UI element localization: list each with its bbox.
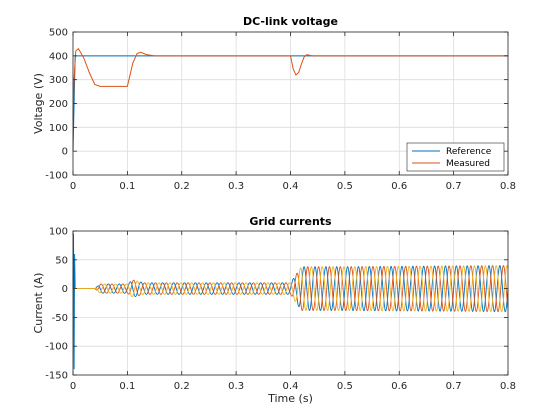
- current-series-phase-b: [73, 265, 509, 313]
- current-xtick-label: 0.4: [283, 381, 299, 392]
- voltage-xtick-label: 0.8: [500, 181, 516, 192]
- legend-box: [406, 142, 505, 172]
- current-xtick-label: 0.5: [337, 381, 353, 392]
- current-xtick-label: 0.1: [119, 381, 135, 392]
- voltage-chart-title: DC-link voltage: [243, 15, 338, 28]
- current-ticks: 0 0.1 0.2 0.3 0.4 0.5 0.6 0.7 0.8 -150 -100 -50 0 50 1…: [45, 227, 516, 393]
- voltage-xtick-label: 0.6: [391, 181, 407, 192]
- voltage-ytick-label: 500: [49, 28, 68, 39]
- voltage-xtick-label: 0: [70, 181, 76, 192]
- current-xtick-label: 0: [70, 381, 76, 392]
- legend-label-reference: Reference: [446, 147, 492, 157]
- current-axes: 0 0.1 0.2 0.3 0.4 0.5 0.6 0.7 0.8 -150 -100 -50 0 50 1…: [32, 215, 516, 405]
- current-xtick-label: 0.8: [500, 381, 516, 392]
- voltage-xtick-label: 0.4: [283, 181, 299, 192]
- voltage-xtick-label: 0.3: [228, 181, 244, 192]
- current-x-axis-label: Time (s): [267, 392, 313, 405]
- current-xtick-label: 0.3: [228, 381, 244, 392]
- voltage-xtick-label: 0.2: [174, 181, 190, 192]
- voltage-legend: Reference Measured: [406, 142, 505, 172]
- voltage-xtick-label: 0.7: [446, 181, 462, 192]
- current-chart-title: Grid currents: [249, 215, 332, 228]
- current-y-axis-label: Current (A): [32, 273, 45, 334]
- current-ytick-label: 50: [55, 255, 68, 266]
- voltage-xtick-label: 0.5: [337, 181, 353, 192]
- current-xtick-label: 0.7: [446, 381, 462, 392]
- voltage-xtick-label: 0.1: [119, 181, 135, 192]
- voltage-ytick-label: 300: [49, 75, 68, 86]
- voltage-ytick-label: -100: [45, 171, 68, 182]
- voltage-ticks: 0 0.1 0.2 0.3 0.4 0.5 0.6 0.7 0.8-10001002003004…: [45, 28, 516, 193]
- current-series-phase-a: [72, 233, 509, 370]
- current-ytick-label: -100: [45, 342, 68, 353]
- voltage-axes: 0 0.1 0.2 0.3 0.4 0.5 0.6 0.7 0.8-10001002003004…: [32, 15, 516, 192]
- current-ytick-label: -150: [45, 371, 68, 382]
- current-xtick-label: 0.2: [174, 381, 190, 392]
- voltage-series-measured: [72, 47, 508, 121]
- current-series-phase-c: [73, 265, 509, 313]
- voltage-y-axis-label: Voltage (V): [32, 73, 45, 134]
- current-ytick-label: 100: [49, 227, 68, 238]
- current-xtick-label: 0.6: [391, 381, 407, 392]
- voltage-ytick-label: 0: [62, 147, 68, 158]
- current-series-group: [72, 233, 509, 370]
- voltage-ytick-label: 200: [49, 99, 68, 110]
- current-ytick-label: -50: [52, 313, 68, 324]
- current-ytick-label: 0: [62, 284, 68, 295]
- voltage-ytick-label: 400: [49, 51, 68, 62]
- voltage-ytick-label: 100: [49, 123, 68, 134]
- legend-label-measured: Measured: [446, 159, 490, 169]
